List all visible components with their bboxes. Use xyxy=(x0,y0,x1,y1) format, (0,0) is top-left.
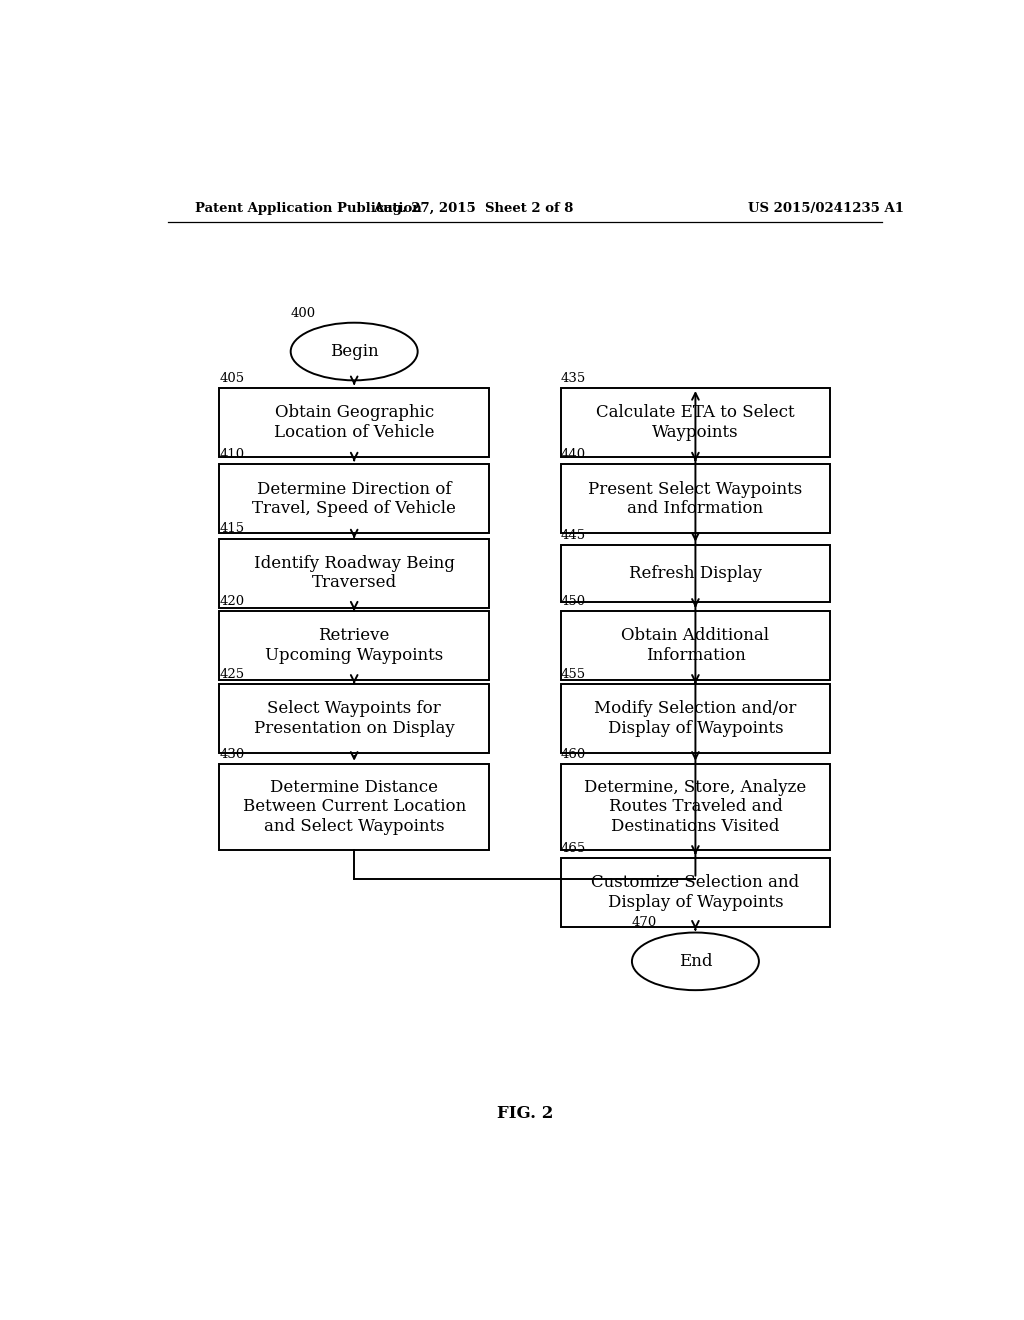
FancyBboxPatch shape xyxy=(219,611,489,680)
Text: 440: 440 xyxy=(560,449,586,461)
Text: Identify Roadway Being
Traversed: Identify Roadway Being Traversed xyxy=(254,554,455,591)
Text: Calculate ETA to Select
Waypoints: Calculate ETA to Select Waypoints xyxy=(596,404,795,441)
FancyBboxPatch shape xyxy=(219,465,489,533)
Text: 445: 445 xyxy=(560,528,586,541)
Text: 450: 450 xyxy=(560,594,586,607)
Text: 410: 410 xyxy=(219,449,245,461)
Text: Patent Application Publication: Patent Application Publication xyxy=(196,202,422,215)
Text: 415: 415 xyxy=(219,523,245,536)
Text: Obtain Geographic
Location of Vehicle: Obtain Geographic Location of Vehicle xyxy=(274,404,434,441)
FancyBboxPatch shape xyxy=(560,545,830,602)
FancyBboxPatch shape xyxy=(219,764,489,850)
FancyBboxPatch shape xyxy=(219,388,489,457)
Text: Present Select Waypoints
and Information: Present Select Waypoints and Information xyxy=(589,480,803,517)
Text: Begin: Begin xyxy=(330,343,379,360)
Text: 460: 460 xyxy=(560,747,586,760)
Text: US 2015/0241235 A1: US 2015/0241235 A1 xyxy=(749,202,904,215)
Text: 400: 400 xyxy=(291,306,315,319)
Text: Customize Selection and
Display of Waypoints: Customize Selection and Display of Waypo… xyxy=(592,874,800,911)
FancyBboxPatch shape xyxy=(560,611,830,680)
Text: End: End xyxy=(679,953,712,970)
Text: 455: 455 xyxy=(560,668,586,681)
Text: Modify Selection and/or
Display of Waypoints: Modify Selection and/or Display of Waypo… xyxy=(594,700,797,737)
Text: 465: 465 xyxy=(560,842,586,854)
Text: 435: 435 xyxy=(560,372,586,385)
Text: Determine Distance
Between Current Location
and Select Waypoints: Determine Distance Between Current Locat… xyxy=(243,779,466,836)
Text: 405: 405 xyxy=(219,372,245,385)
Text: 425: 425 xyxy=(219,668,245,681)
Text: Refresh Display: Refresh Display xyxy=(629,565,762,582)
Ellipse shape xyxy=(632,932,759,990)
Text: 430: 430 xyxy=(219,747,245,760)
Text: Determine, Store, Analyze
Routes Traveled and
Destinations Visited: Determine, Store, Analyze Routes Travele… xyxy=(585,779,807,836)
Text: 420: 420 xyxy=(219,594,245,607)
Text: 470: 470 xyxy=(632,916,657,929)
FancyBboxPatch shape xyxy=(219,539,489,607)
FancyBboxPatch shape xyxy=(219,684,489,752)
FancyBboxPatch shape xyxy=(560,684,830,752)
Text: Select Waypoints for
Presentation on Display: Select Waypoints for Presentation on Dis… xyxy=(254,700,455,737)
Text: Aug. 27, 2015  Sheet 2 of 8: Aug. 27, 2015 Sheet 2 of 8 xyxy=(373,202,573,215)
FancyBboxPatch shape xyxy=(560,388,830,457)
Ellipse shape xyxy=(291,322,418,380)
FancyBboxPatch shape xyxy=(560,858,830,927)
Text: Obtain Additional
Information: Obtain Additional Information xyxy=(622,627,769,664)
Text: Determine Direction of
Travel, Speed of Vehicle: Determine Direction of Travel, Speed of … xyxy=(252,480,456,517)
FancyBboxPatch shape xyxy=(560,764,830,850)
Text: Retrieve
Upcoming Waypoints: Retrieve Upcoming Waypoints xyxy=(265,627,443,664)
FancyBboxPatch shape xyxy=(560,465,830,533)
Text: FIG. 2: FIG. 2 xyxy=(497,1105,553,1122)
